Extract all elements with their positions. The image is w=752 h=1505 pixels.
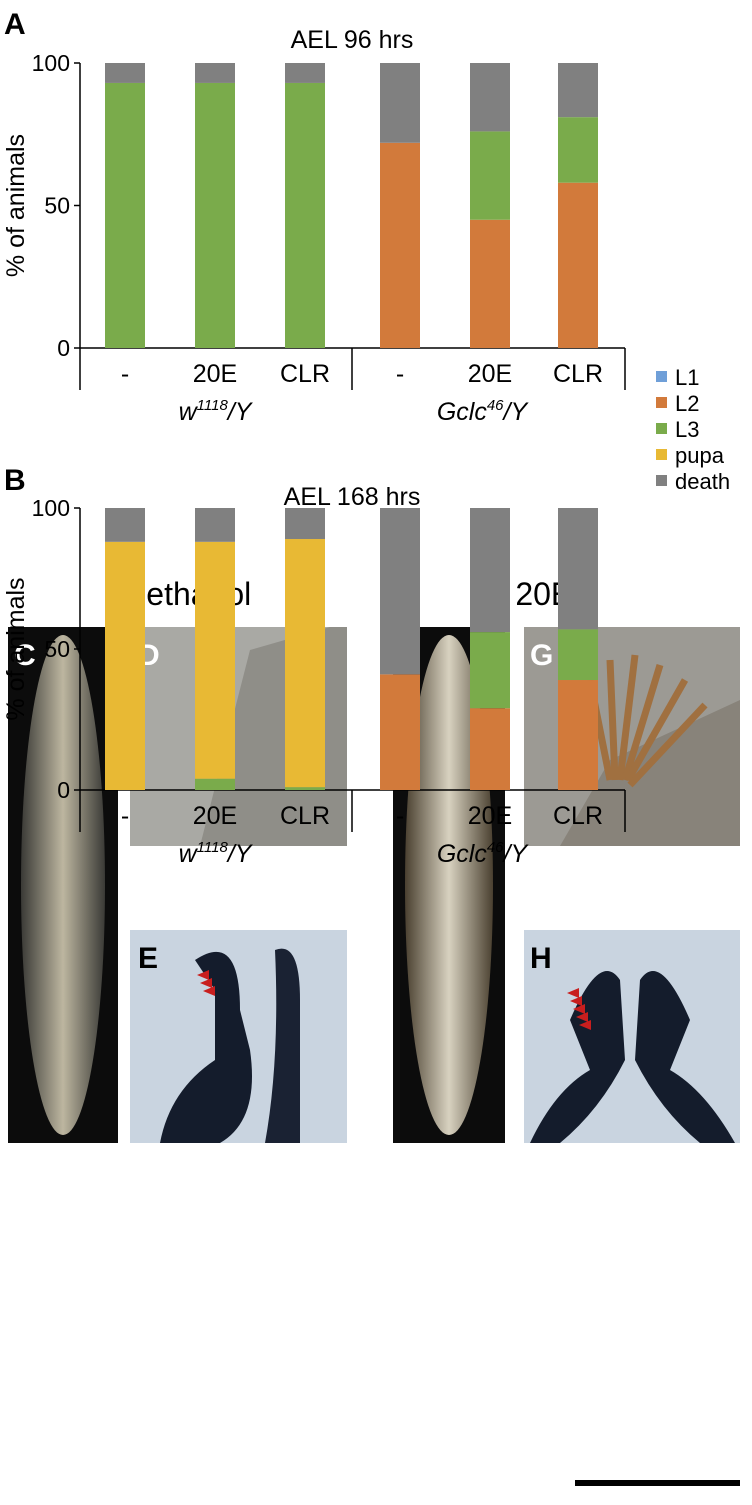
cuticle	[560, 700, 740, 846]
x-tick-label: -	[121, 802, 129, 830]
y-tick-label: 0	[57, 777, 70, 803]
legend-swatch	[656, 475, 667, 486]
bar-segment	[558, 508, 598, 630]
bar-segment	[470, 219, 510, 348]
group-label: Gclc46/Y	[437, 397, 530, 426]
panel-letter: C	[14, 639, 36, 672]
x-tick-label: -	[396, 360, 404, 388]
mouthhook	[265, 948, 300, 1143]
x-tick-label: 20E	[193, 802, 237, 830]
group-sup: 46	[487, 397, 504, 414]
group-suffix: /Y	[502, 398, 530, 426]
arrowheads	[197, 970, 591, 1030]
y-tick-label: 50	[44, 636, 70, 662]
x-tick-label: CLR	[553, 360, 603, 388]
bar-segment	[380, 508, 420, 675]
group-sup: 46	[487, 839, 504, 856]
group-label: Gclc46/Y	[437, 839, 530, 868]
bar-segment	[105, 541, 145, 790]
x-tick-label: 20E	[468, 360, 512, 388]
group-base: Gclc	[437, 840, 488, 868]
chart-title: AEL 168 hrs	[284, 483, 421, 511]
group-suffix: /Y	[226, 840, 254, 868]
chart-title: AEL 96 hrs	[291, 26, 414, 54]
panel-letter: G	[530, 639, 553, 672]
bar-segment	[285, 787, 325, 790]
bar-segment	[558, 63, 598, 118]
group-label: w1118/Y	[179, 397, 254, 426]
y-tick-label: 100	[32, 50, 70, 76]
panel-letter: H	[530, 942, 552, 975]
y-tick-label: 50	[44, 193, 70, 219]
bar-segment	[285, 508, 325, 540]
mouthhook	[635, 971, 735, 1143]
group-base: w	[179, 398, 199, 426]
bar-segment	[380, 674, 420, 790]
bar-segment	[558, 182, 598, 348]
larva	[21, 635, 105, 1135]
panel-letter: E	[138, 942, 158, 975]
legend-label: pupa	[675, 443, 725, 468]
bar-segment	[285, 539, 325, 788]
bar-segment	[558, 680, 598, 790]
bar-segment	[380, 142, 420, 348]
mouthhook	[160, 951, 252, 1143]
bar-segment	[105, 63, 145, 83]
bar-segment	[195, 541, 235, 779]
x-tick-label: 20E	[193, 360, 237, 388]
bar-segment	[380, 63, 420, 143]
y-tick-label: 0	[57, 335, 70, 361]
legend-label: L3	[675, 417, 699, 442]
bar-segment	[470, 63, 510, 132]
legend-label: L2	[675, 391, 699, 416]
legend-swatch	[656, 423, 667, 434]
x-tick-label: CLR	[280, 802, 330, 830]
legend-swatch	[656, 371, 667, 382]
group-base: Gclc	[437, 398, 488, 426]
group-sup: 1118	[197, 397, 229, 414]
x-tick-label: CLR	[280, 360, 330, 388]
group-suffix: /Y	[502, 840, 530, 868]
photos	[8, 627, 740, 1486]
bar-segment	[470, 632, 510, 709]
legend-swatch	[656, 397, 667, 408]
x-tick-label: CLR	[553, 802, 603, 830]
legend-label: death	[675, 469, 730, 494]
group-sup: 1118	[197, 839, 229, 856]
y-tick-label: 100	[32, 495, 70, 521]
bar-segment	[195, 82, 235, 348]
legend-swatch	[656, 449, 667, 460]
y-axis-label: % of animals	[2, 577, 30, 720]
bar-segment	[285, 63, 325, 83]
bar-segment	[195, 778, 235, 790]
bar-segment	[558, 117, 598, 183]
x-tick-label: -	[396, 802, 404, 830]
bar-segment	[558, 629, 598, 681]
group-suffix: /Y	[226, 398, 254, 426]
x-tick-label: 20E	[468, 802, 512, 830]
bar-segment	[195, 63, 235, 83]
panel-letter: B	[4, 464, 26, 497]
mouthhook	[530, 971, 625, 1143]
bar-segment	[285, 82, 325, 348]
bar-segment	[470, 131, 510, 220]
panel-letter: A	[4, 8, 26, 41]
y-axis-label: % of animals	[2, 134, 30, 277]
x-tick-label: -	[121, 360, 129, 388]
bar-segment	[470, 708, 510, 790]
bar-segment	[105, 508, 145, 542]
bar-segment	[105, 82, 145, 348]
bar-segment	[195, 508, 235, 542]
bar-segment	[470, 508, 510, 633]
legend-label: L1	[675, 365, 699, 390]
group-base: w	[179, 840, 199, 868]
group-label: w1118/Y	[179, 839, 254, 868]
